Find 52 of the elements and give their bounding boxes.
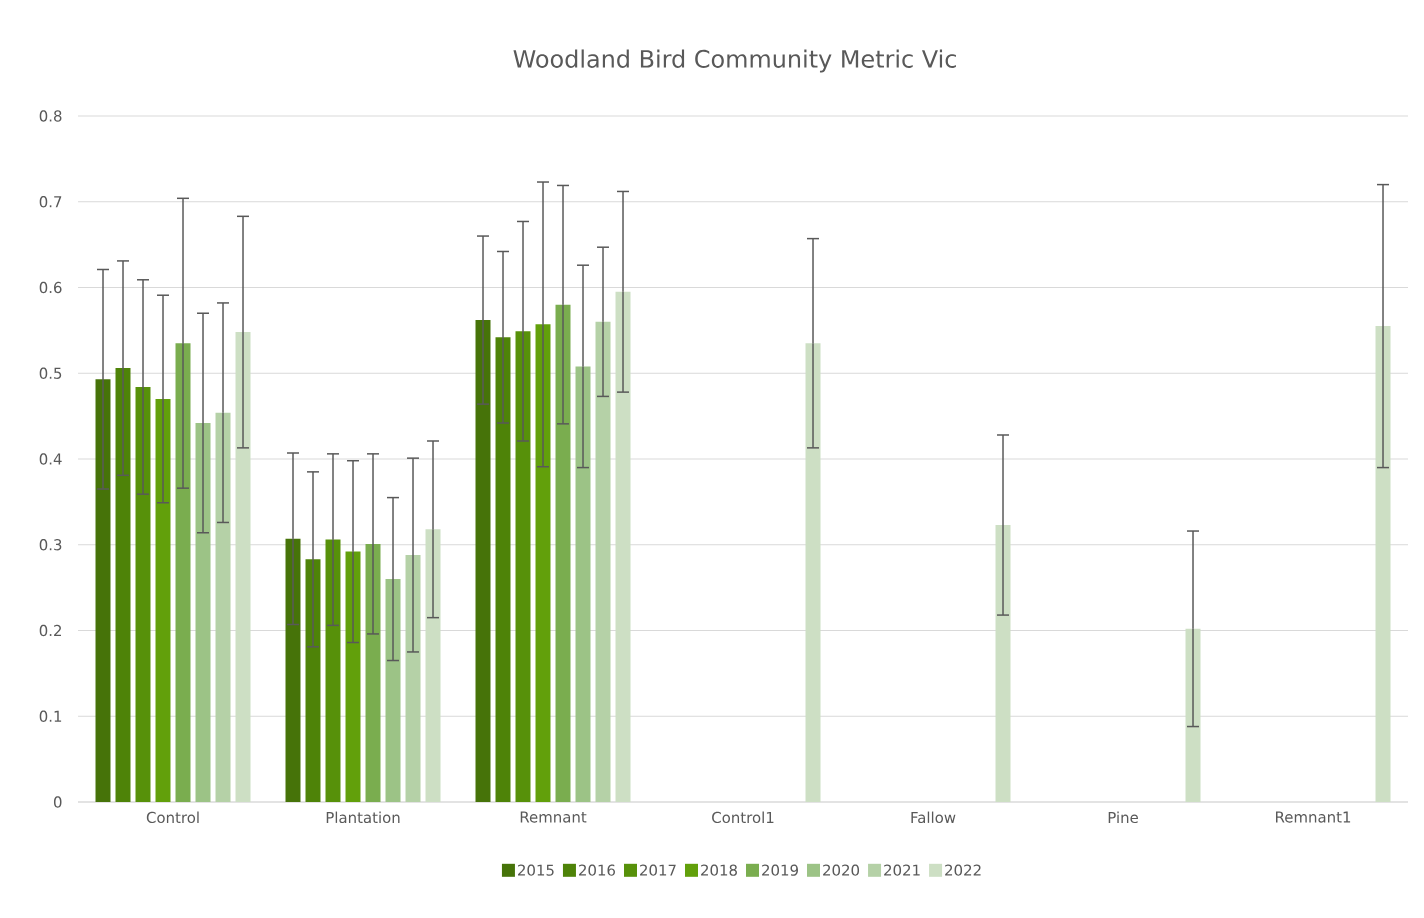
bar — [175, 343, 191, 803]
bar — [575, 366, 591, 803]
bar — [305, 559, 321, 803]
legend-label: 2017 — [640, 864, 676, 876]
bar — [135, 386, 151, 803]
bar — [425, 529, 441, 803]
x-tick-label: Control — [146, 811, 199, 824]
y-tick-label: 0.3 — [39, 539, 62, 551]
x-tick-label: Pine — [1108, 811, 1138, 824]
bar — [535, 324, 551, 803]
bar — [555, 304, 571, 803]
bar — [385, 579, 401, 803]
legend-label: 2022 — [945, 864, 981, 876]
y-tick-label: 0.8 — [39, 110, 62, 122]
bar — [215, 412, 231, 803]
bar — [595, 321, 611, 803]
x-tick-label: Fallow — [911, 811, 956, 824]
bar — [195, 422, 211, 803]
y-tick-label: 0.6 — [39, 281, 62, 294]
bar — [155, 398, 171, 803]
bar — [405, 555, 421, 803]
bar — [495, 337, 511, 803]
bar — [325, 539, 341, 803]
bar — [345, 551, 361, 803]
legend-label: 2018 — [701, 864, 737, 876]
y-tick-label: 0.4 — [39, 453, 62, 465]
bar — [365, 543, 381, 803]
bar — [95, 379, 111, 803]
x-tick-label: Control1 — [712, 811, 774, 824]
bar — [515, 331, 531, 803]
bar — [285, 538, 301, 803]
y-tick-label: 0 — [53, 796, 62, 808]
chart-title: Woodland Bird Community Metric Vic — [513, 49, 956, 73]
x-tick-label: Remnant — [520, 811, 587, 823]
bar — [115, 368, 131, 803]
legend-label: 2015 — [518, 864, 554, 876]
x-tick-label: Remnant1 — [1276, 811, 1351, 823]
bar — [615, 291, 631, 803]
legend-label: 2016 — [579, 864, 616, 876]
bar — [475, 320, 491, 803]
x-tick-label: Plantation — [326, 811, 400, 824]
y-tick-label: 0.5 — [39, 367, 62, 379]
bar — [235, 332, 251, 803]
y-tick-label: 0.7 — [39, 196, 62, 208]
bar — [995, 525, 1011, 803]
legend-label: 2019 — [762, 864, 798, 876]
bar — [1375, 326, 1391, 803]
legend-label: 2021 — [884, 864, 920, 876]
legend-label: 2020 — [823, 864, 860, 876]
bar — [805, 343, 821, 803]
y-tick-label: 0.2 — [39, 624, 61, 637]
y-tick-label: 0.1 — [39, 710, 62, 722]
